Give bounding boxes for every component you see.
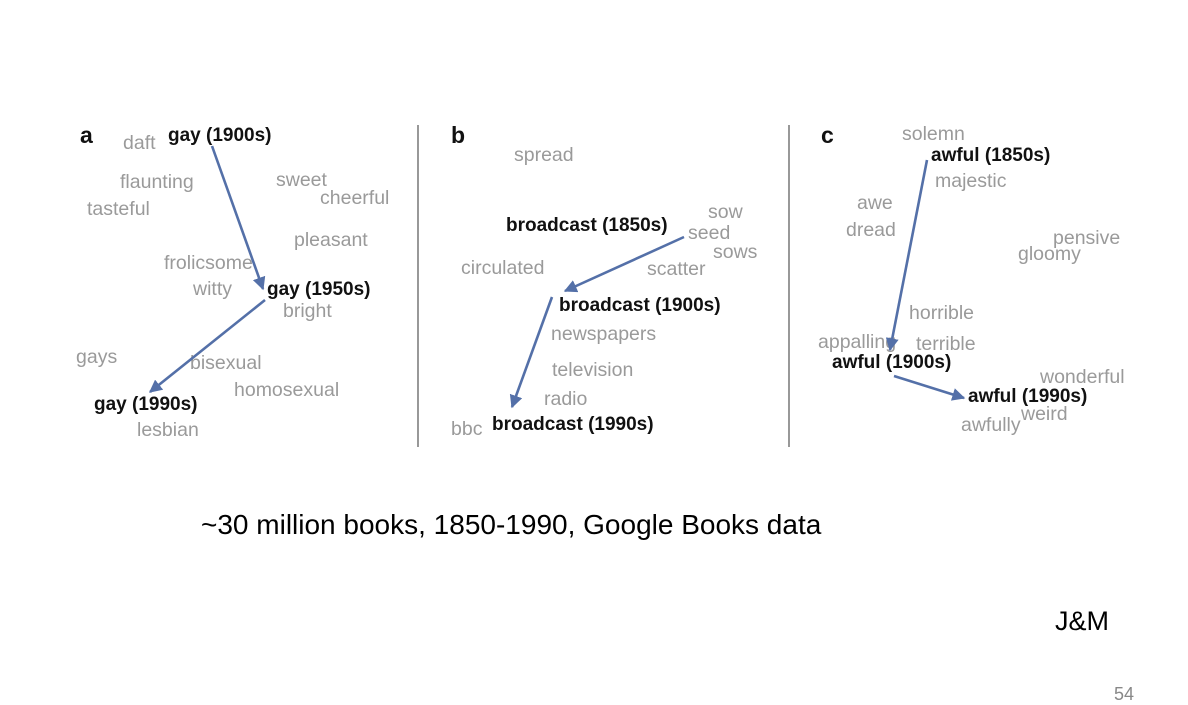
neighbor-word: circulated — [461, 257, 544, 279]
neighbor-word: pensive — [1053, 227, 1120, 249]
shift-arrow — [885, 159, 929, 352]
neighbor-word: majestic — [935, 170, 1007, 192]
neighbor-word: newspapers — [551, 323, 656, 345]
neighbor-word: awe — [857, 192, 893, 214]
neighbor-word: pleasant — [294, 229, 368, 251]
neighbor-word: frolicsome — [164, 252, 253, 274]
key-word: awful (1900s) — [832, 352, 951, 373]
neighbor-word: cheerful — [320, 187, 389, 209]
caption: ~30 million books, 1850-1990, Google Boo… — [201, 509, 822, 540]
panel-label: c — [821, 122, 834, 148]
neighbor-word: lesbian — [137, 419, 199, 441]
shift-arrow — [210, 145, 266, 291]
neighbor-word: witty — [192, 278, 232, 300]
neighbor-word: scatter — [647, 258, 706, 280]
panel-label: a — [80, 122, 93, 148]
neighbor-word: bright — [283, 300, 332, 322]
panel-label: b — [451, 122, 465, 148]
neighbor-word: bbc — [451, 418, 483, 440]
key-word: broadcast (1850s) — [506, 215, 668, 236]
credit: J&M — [1055, 606, 1109, 636]
neighbor-word: terrible — [916, 333, 976, 355]
panel-a: a daft flaunting tasteful sweet cheerful… — [76, 122, 389, 441]
neighbor-word: solemn — [902, 123, 965, 145]
shift-arrow — [563, 235, 685, 293]
shift-arrow — [509, 296, 554, 409]
neighbor-word: spread — [514, 144, 574, 166]
panel-c: c solemn majestic awe dread pensive gloo… — [818, 122, 1125, 436]
key-word: gay (1990s) — [94, 394, 198, 415]
neighbor-word: homosexual — [234, 379, 339, 401]
shift-arrow — [148, 298, 266, 394]
neighbor-word: awfully — [961, 414, 1021, 436]
neighbor-word: sow — [708, 201, 744, 223]
neighbor-word: sweet — [276, 169, 328, 191]
key-word: awful (1850s) — [931, 145, 1050, 166]
neighbor-word: seed — [688, 222, 730, 244]
shift-arrow — [893, 374, 966, 401]
neighbor-word: dread — [846, 219, 896, 241]
neighbor-word: horrible — [909, 302, 974, 324]
neighbor-word: wonderful — [1039, 366, 1125, 388]
page-number: 54 — [1114, 684, 1135, 704]
key-word: gay (1900s) — [168, 125, 272, 146]
neighbor-word: gays — [76, 346, 117, 368]
key-word: broadcast (1900s) — [559, 295, 721, 316]
key-word: gay (1950s) — [267, 279, 371, 300]
neighbor-word: daft — [123, 132, 156, 154]
key-word: broadcast (1990s) — [492, 414, 654, 435]
neighbor-word: appalling — [818, 331, 896, 353]
neighbor-word: sows — [713, 241, 758, 263]
neighbor-word: tasteful — [87, 198, 150, 220]
neighbor-word: television — [552, 359, 633, 381]
neighbor-word: weird — [1020, 403, 1068, 425]
neighbor-word: bisexual — [190, 352, 262, 374]
panel-b: b spread sow seed sows circulated scatte… — [451, 122, 758, 440]
neighbor-word: flaunting — [120, 171, 194, 193]
neighbor-word: gloomy — [1018, 243, 1081, 265]
neighbor-word: radio — [544, 388, 588, 410]
key-word: awful (1990s) — [968, 386, 1087, 407]
